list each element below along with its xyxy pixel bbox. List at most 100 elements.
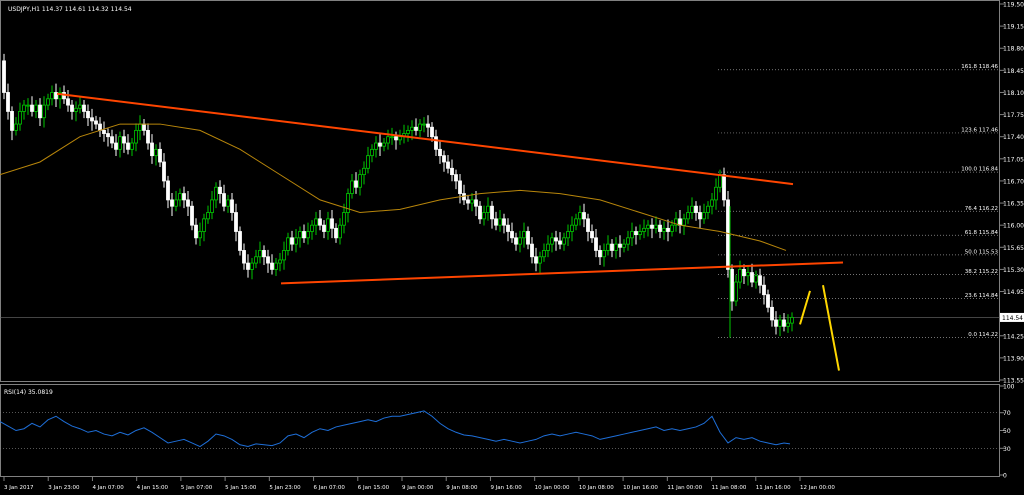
rsi-axis: 100 70 50 30 0 [1000, 384, 1015, 480]
candle-body [230, 199, 234, 213]
candle-body [758, 275, 762, 286]
fib-level-label: 161.8 118.46 [961, 64, 998, 70]
candle-body [50, 92, 54, 100]
candle-body [422, 123, 426, 126]
candle-body [490, 205, 494, 220]
candle-body [602, 250, 606, 258]
price-tick-label: 119.50 [1003, 2, 1024, 9]
candle-body [326, 218, 330, 232]
candle-body [218, 186, 222, 194]
candle-body [190, 205, 194, 226]
candle-body [498, 218, 502, 226]
candle-body [46, 98, 50, 106]
candle-body [170, 199, 174, 207]
candle-body [22, 104, 26, 112]
candle-body [770, 306, 774, 321]
rsi-tick-label: 30 [1003, 446, 1011, 453]
price-tick-label: 118.10 [1003, 90, 1024, 97]
candle-body [406, 129, 410, 134]
candle-body [590, 231, 594, 239]
projection-lines [799, 285, 840, 371]
time-tick-label: 9 Jan 08:00 [446, 485, 478, 491]
candle-body [630, 231, 634, 239]
candle-body [158, 148, 162, 163]
candle-body [294, 237, 298, 245]
candle-body [110, 136, 114, 144]
candle-body [410, 126, 414, 131]
candle-body [474, 199, 478, 207]
candle-body [662, 227, 666, 232]
price-tick-label: 114.95 [1003, 289, 1024, 296]
price-tick-label: 118.45 [1003, 68, 1024, 75]
candle-body [726, 199, 730, 270]
fib-levels: 161.8 118.46 123.6 117.46 100.0 116.84 76.4… [718, 64, 1000, 338]
time-tick-label: 3 Jan 23:00 [48, 485, 80, 491]
time-tick-label: 4 Jan 15:00 [137, 485, 169, 491]
candle-body [106, 133, 110, 138]
time-tick-label: 5 Jan 23:00 [269, 485, 301, 491]
candle-body [766, 294, 770, 308]
candle-body [394, 136, 398, 141]
candle-body [486, 205, 490, 213]
time-tick-label: 11 Jan 00:00 [667, 485, 702, 491]
candle-body [366, 155, 370, 169]
candle-body [250, 262, 254, 270]
candle-body [734, 281, 738, 302]
time-tick-label: 4 Jan 07:00 [92, 485, 124, 491]
time-tick-label: 6 Jan 07:00 [314, 485, 346, 491]
candle-body [378, 142, 382, 147]
candle-body [290, 237, 294, 245]
trendline [56, 92, 794, 186]
candle-body [374, 142, 378, 150]
price-tick-label: 117.75 [1003, 112, 1024, 119]
candle-body [678, 218, 682, 226]
candle-body [690, 205, 694, 213]
candle-body [98, 123, 102, 131]
candle-body [226, 199, 230, 207]
candle-body [586, 218, 590, 232]
candle-body [718, 174, 722, 188]
candle-body [266, 256, 270, 264]
candle-body [78, 104, 82, 109]
candle-body [398, 136, 402, 141]
candle-body [214, 186, 218, 201]
candle-body [10, 111, 14, 131]
time-tick-label: 5 Jan 15:00 [225, 485, 257, 491]
candle-body [502, 218, 506, 226]
candle-body [238, 231, 242, 251]
candle-body [646, 224, 650, 229]
time-tick-label: 10 Jan 08:00 [579, 485, 614, 491]
candle-body [350, 180, 354, 194]
candle-body [534, 256, 538, 264]
candle-body [670, 224, 674, 232]
candle-body [522, 231, 526, 239]
candle-body [614, 243, 618, 251]
fib-level-label: 76.4 116.22 [965, 206, 998, 212]
candle-body [450, 167, 454, 176]
candle-body [134, 129, 138, 144]
candle-body [658, 224, 662, 232]
candle-body [246, 262, 250, 270]
candle-body [322, 224, 326, 232]
price-tick-label: 116.35 [1003, 201, 1024, 208]
candle-body [186, 199, 190, 207]
candle-body [446, 161, 450, 169]
candle-body [202, 218, 206, 232]
time-tick-label: 11 Jan 16:00 [756, 485, 791, 491]
current-price-label: 114.54 [1002, 315, 1023, 322]
candle-body [710, 199, 714, 207]
candle-body [82, 104, 86, 112]
candle-body [454, 174, 458, 182]
candle-body [714, 186, 718, 201]
price-tick-label: 114.25 [1003, 333, 1024, 340]
fib-level-label: 123.6 117.46 [961, 127, 998, 133]
candle-body [438, 148, 442, 157]
fib-level-label: 50.0 115.53 [965, 249, 999, 255]
candle-body [694, 205, 698, 213]
time-tick-label: 9 Jan 16:00 [490, 485, 522, 491]
candle-body [282, 250, 286, 261]
candle-body [34, 104, 38, 112]
candle-body [26, 104, 30, 107]
candle-body [430, 126, 434, 138]
